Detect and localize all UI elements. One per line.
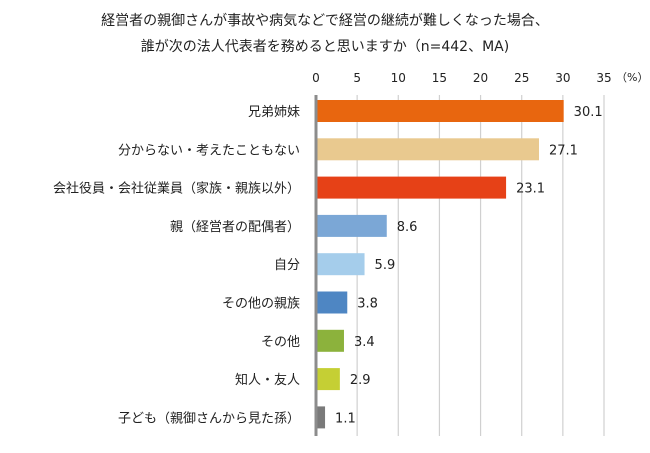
bar	[316, 100, 564, 122]
bar	[316, 138, 539, 161]
value-label: 30.1	[574, 105, 603, 120]
category-label: 会社役員・会社従業員（家族・親族以外）	[53, 181, 300, 197]
chart-title-line-2: 誰が次の法人代表者を務めると思いますか（n=442、MA)	[140, 39, 510, 55]
tick-label: 5	[353, 71, 361, 85]
bar	[316, 406, 326, 429]
category-label: 親（経営者の配偶者）	[170, 220, 300, 235]
value-label: 2.9	[350, 373, 371, 388]
value-label: 3.8	[357, 297, 378, 312]
category-label: 子ども（親御さんから見た孫）	[118, 411, 300, 426]
tick-label: 35	[596, 71, 611, 85]
category-label: その他の親族	[222, 296, 300, 312]
bar	[316, 176, 507, 199]
tick-label: 20	[473, 71, 488, 85]
chart-title-line-1: 経営者の親御さんが事故や病気などで経営の継続が難しくなった場合、	[101, 13, 549, 29]
value-label: 8.6	[397, 220, 418, 235]
category-label: 知人・友人	[235, 372, 300, 388]
value-label: 5.9	[375, 258, 396, 273]
tick-label: 15	[432, 71, 447, 85]
category-label: 分からない・考えたこともない	[118, 143, 300, 158]
bar	[316, 291, 348, 314]
category-label: 兄弟姉妹	[248, 105, 300, 120]
value-label: 23.1	[516, 182, 545, 197]
category-label: 自分	[274, 258, 300, 273]
bar	[316, 368, 340, 391]
bar	[316, 253, 365, 276]
tick-label: 25	[514, 71, 529, 85]
tick-label: 0	[312, 71, 320, 85]
unit-label: （%）	[616, 71, 648, 84]
value-label: 3.4	[354, 335, 375, 350]
tick-label: 10	[391, 71, 406, 85]
value-label: 1.1	[335, 411, 356, 426]
bar	[316, 214, 387, 237]
tick-label: 30	[555, 71, 570, 85]
value-label: 27.1	[549, 143, 578, 158]
bar	[316, 329, 344, 352]
category-label: その他	[261, 335, 300, 350]
